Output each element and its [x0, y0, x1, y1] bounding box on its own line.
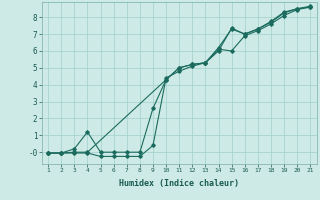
X-axis label: Humidex (Indice chaleur): Humidex (Indice chaleur): [119, 179, 239, 188]
